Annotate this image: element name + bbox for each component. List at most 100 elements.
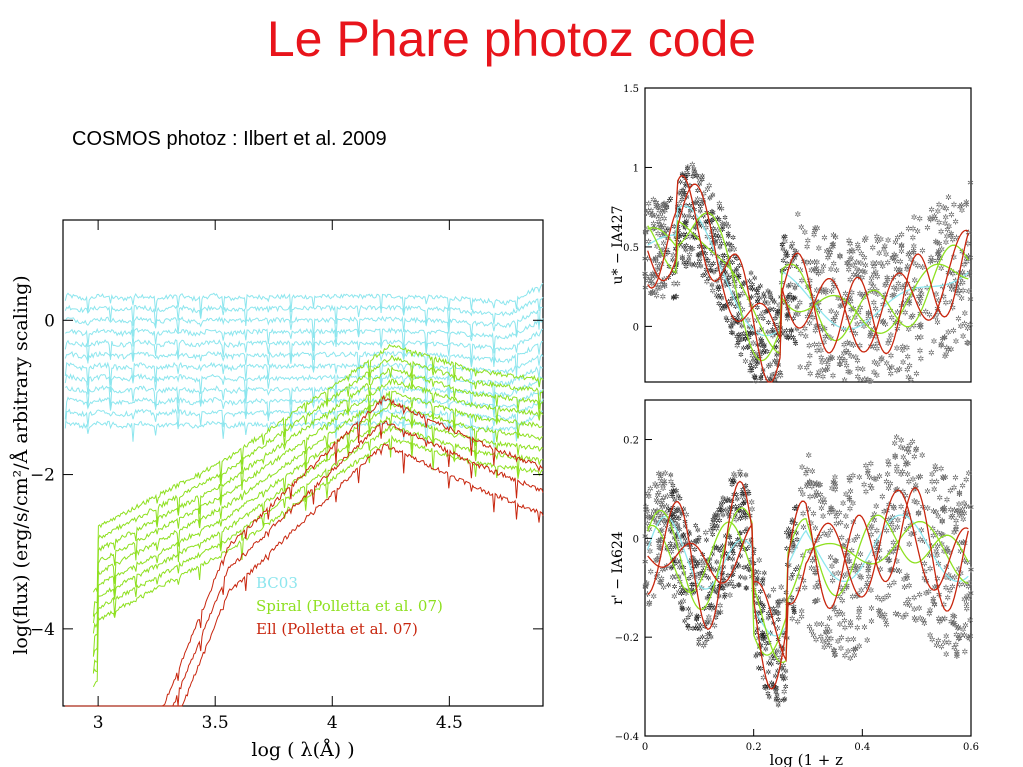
scatter-point: ✲ [696, 641, 702, 649]
scatter-point: ✲ [667, 540, 673, 548]
scatter-point: ✲ [679, 510, 685, 518]
scatter-point: ✲ [725, 554, 731, 562]
scatter-point: ✲ [784, 545, 790, 553]
scatter-point: ✲ [807, 307, 814, 316]
scatter-point: ✲ [792, 284, 798, 292]
scatter-point: ✲ [874, 273, 881, 282]
scatter-point: ✲ [709, 605, 716, 614]
scatter-point: ✲ [669, 544, 675, 552]
scatter-point: ✲ [791, 605, 797, 613]
scatter-point: ✲ [773, 684, 780, 693]
scatter-point: ✲ [941, 503, 948, 512]
scatter-point: ✲ [747, 329, 753, 337]
scatter-point: ✲ [761, 294, 767, 302]
scatter-point: ✲ [924, 283, 931, 292]
scatter-point: ✲ [894, 485, 901, 494]
scatter-point: ✲ [821, 233, 828, 242]
scatter-point: ✲ [754, 304, 760, 312]
scatter-point: ✲ [822, 332, 829, 341]
scatter-point: ✲ [701, 605, 707, 613]
scatter-point: ✲ [752, 568, 758, 576]
scatter-point: ✲ [847, 239, 854, 248]
scatter-point: ✲ [846, 261, 853, 270]
scatter-point: ✲ [730, 563, 736, 571]
scatter-point: ✲ [788, 333, 795, 342]
scatter-point: ✲ [768, 294, 774, 302]
scatter-point: ✲ [846, 557, 853, 566]
scatter-point: ✲ [681, 213, 687, 221]
top-plot-frame [644, 87, 972, 383]
scatter-point: ✲ [867, 332, 874, 341]
scatter-point: ✲ [947, 506, 954, 515]
scatter-point: ✲ [731, 470, 738, 479]
scatter-point: ✲ [774, 609, 781, 618]
scatter-point: ✲ [785, 311, 791, 319]
scatter-point: ✲ [887, 566, 894, 575]
scatter-point: ✲ [811, 492, 818, 501]
scatter-point: ✲ [906, 297, 913, 306]
scatter-point: ✲ [754, 287, 760, 295]
scatter-point: ✲ [658, 574, 665, 583]
scatter-point: ✲ [668, 487, 675, 496]
scatter-point: ✲ [871, 516, 878, 525]
scatter-point: ✲ [844, 259, 851, 268]
scatter-point: ✲ [840, 541, 847, 550]
scatter-point: ✲ [677, 600, 683, 608]
scatter-point: ✲ [806, 622, 813, 631]
sed-series-line [92, 413, 544, 674]
scatter-point: ✲ [946, 281, 953, 290]
scatter-point: ✲ [720, 576, 726, 584]
sed-series-line [92, 434, 544, 688]
scatter-point: ✲ [911, 213, 918, 222]
scatter-point: ✲ [828, 307, 835, 316]
scatter-point: ✲ [730, 259, 736, 267]
scatter-point: ✲ [710, 192, 716, 200]
scatter-point: ✲ [898, 242, 905, 251]
scatter-point: ✲ [876, 472, 883, 481]
scatter-point: ✲ [772, 344, 778, 352]
scatter-point: ✲ [813, 286, 820, 295]
scatter-point: ✲ [935, 247, 942, 256]
scatter-point: ✲ [706, 604, 712, 612]
scatter-point: ✲ [933, 508, 940, 517]
scatter-point: ✲ [690, 554, 696, 562]
scatter-point: ✲ [828, 505, 835, 514]
scatter-point: ✲ [829, 577, 836, 586]
scatter-point: ✲ [792, 255, 798, 263]
scatter-point: ✲ [848, 254, 855, 263]
scatter-point: ✲ [823, 286, 830, 295]
scatter-point: ✲ [766, 660, 772, 668]
scatter-point: ✲ [655, 537, 662, 546]
scatter-point: ✲ [951, 643, 958, 652]
scatter-point: ✲ [847, 340, 854, 349]
scatter-point: ✲ [932, 237, 939, 246]
scatter-point: ✲ [807, 258, 814, 267]
scatter-point: ✲ [662, 206, 669, 215]
scatter-point: ✲ [765, 328, 771, 336]
scatter-point: ✲ [734, 333, 740, 341]
scatter-point: ✲ [904, 343, 911, 352]
scatter-point: ✲ [662, 469, 669, 478]
scatter-point: ✲ [967, 589, 974, 598]
scatter-point: ✲ [929, 470, 936, 479]
scatter-point: ✲ [945, 639, 952, 648]
scatter-point: ✲ [768, 654, 775, 663]
scatter-point: ✲ [906, 601, 913, 610]
scatter-point: ✲ [751, 546, 757, 554]
scatter-point: ✲ [774, 312, 781, 321]
scatter-point: ✲ [729, 572, 735, 580]
scatter-point: ✲ [934, 250, 941, 259]
scatter-point: ✲ [697, 208, 703, 216]
scatter-point: ✲ [685, 163, 692, 172]
scatter-point: ✲ [887, 307, 894, 316]
scatter-point: ✲ [740, 490, 746, 498]
scatter-point: ✲ [765, 319, 771, 327]
scatter-point: ✲ [681, 259, 687, 267]
scatter-point: ✲ [693, 559, 699, 567]
scatter-point: ✲ [668, 548, 675, 557]
scatter-point: ✲ [846, 473, 853, 482]
scatter-point: ✲ [832, 485, 839, 494]
scatter-point: ✲ [959, 278, 966, 287]
scatter-point: ✲ [914, 499, 921, 508]
scatter-point: ✲ [942, 615, 949, 624]
